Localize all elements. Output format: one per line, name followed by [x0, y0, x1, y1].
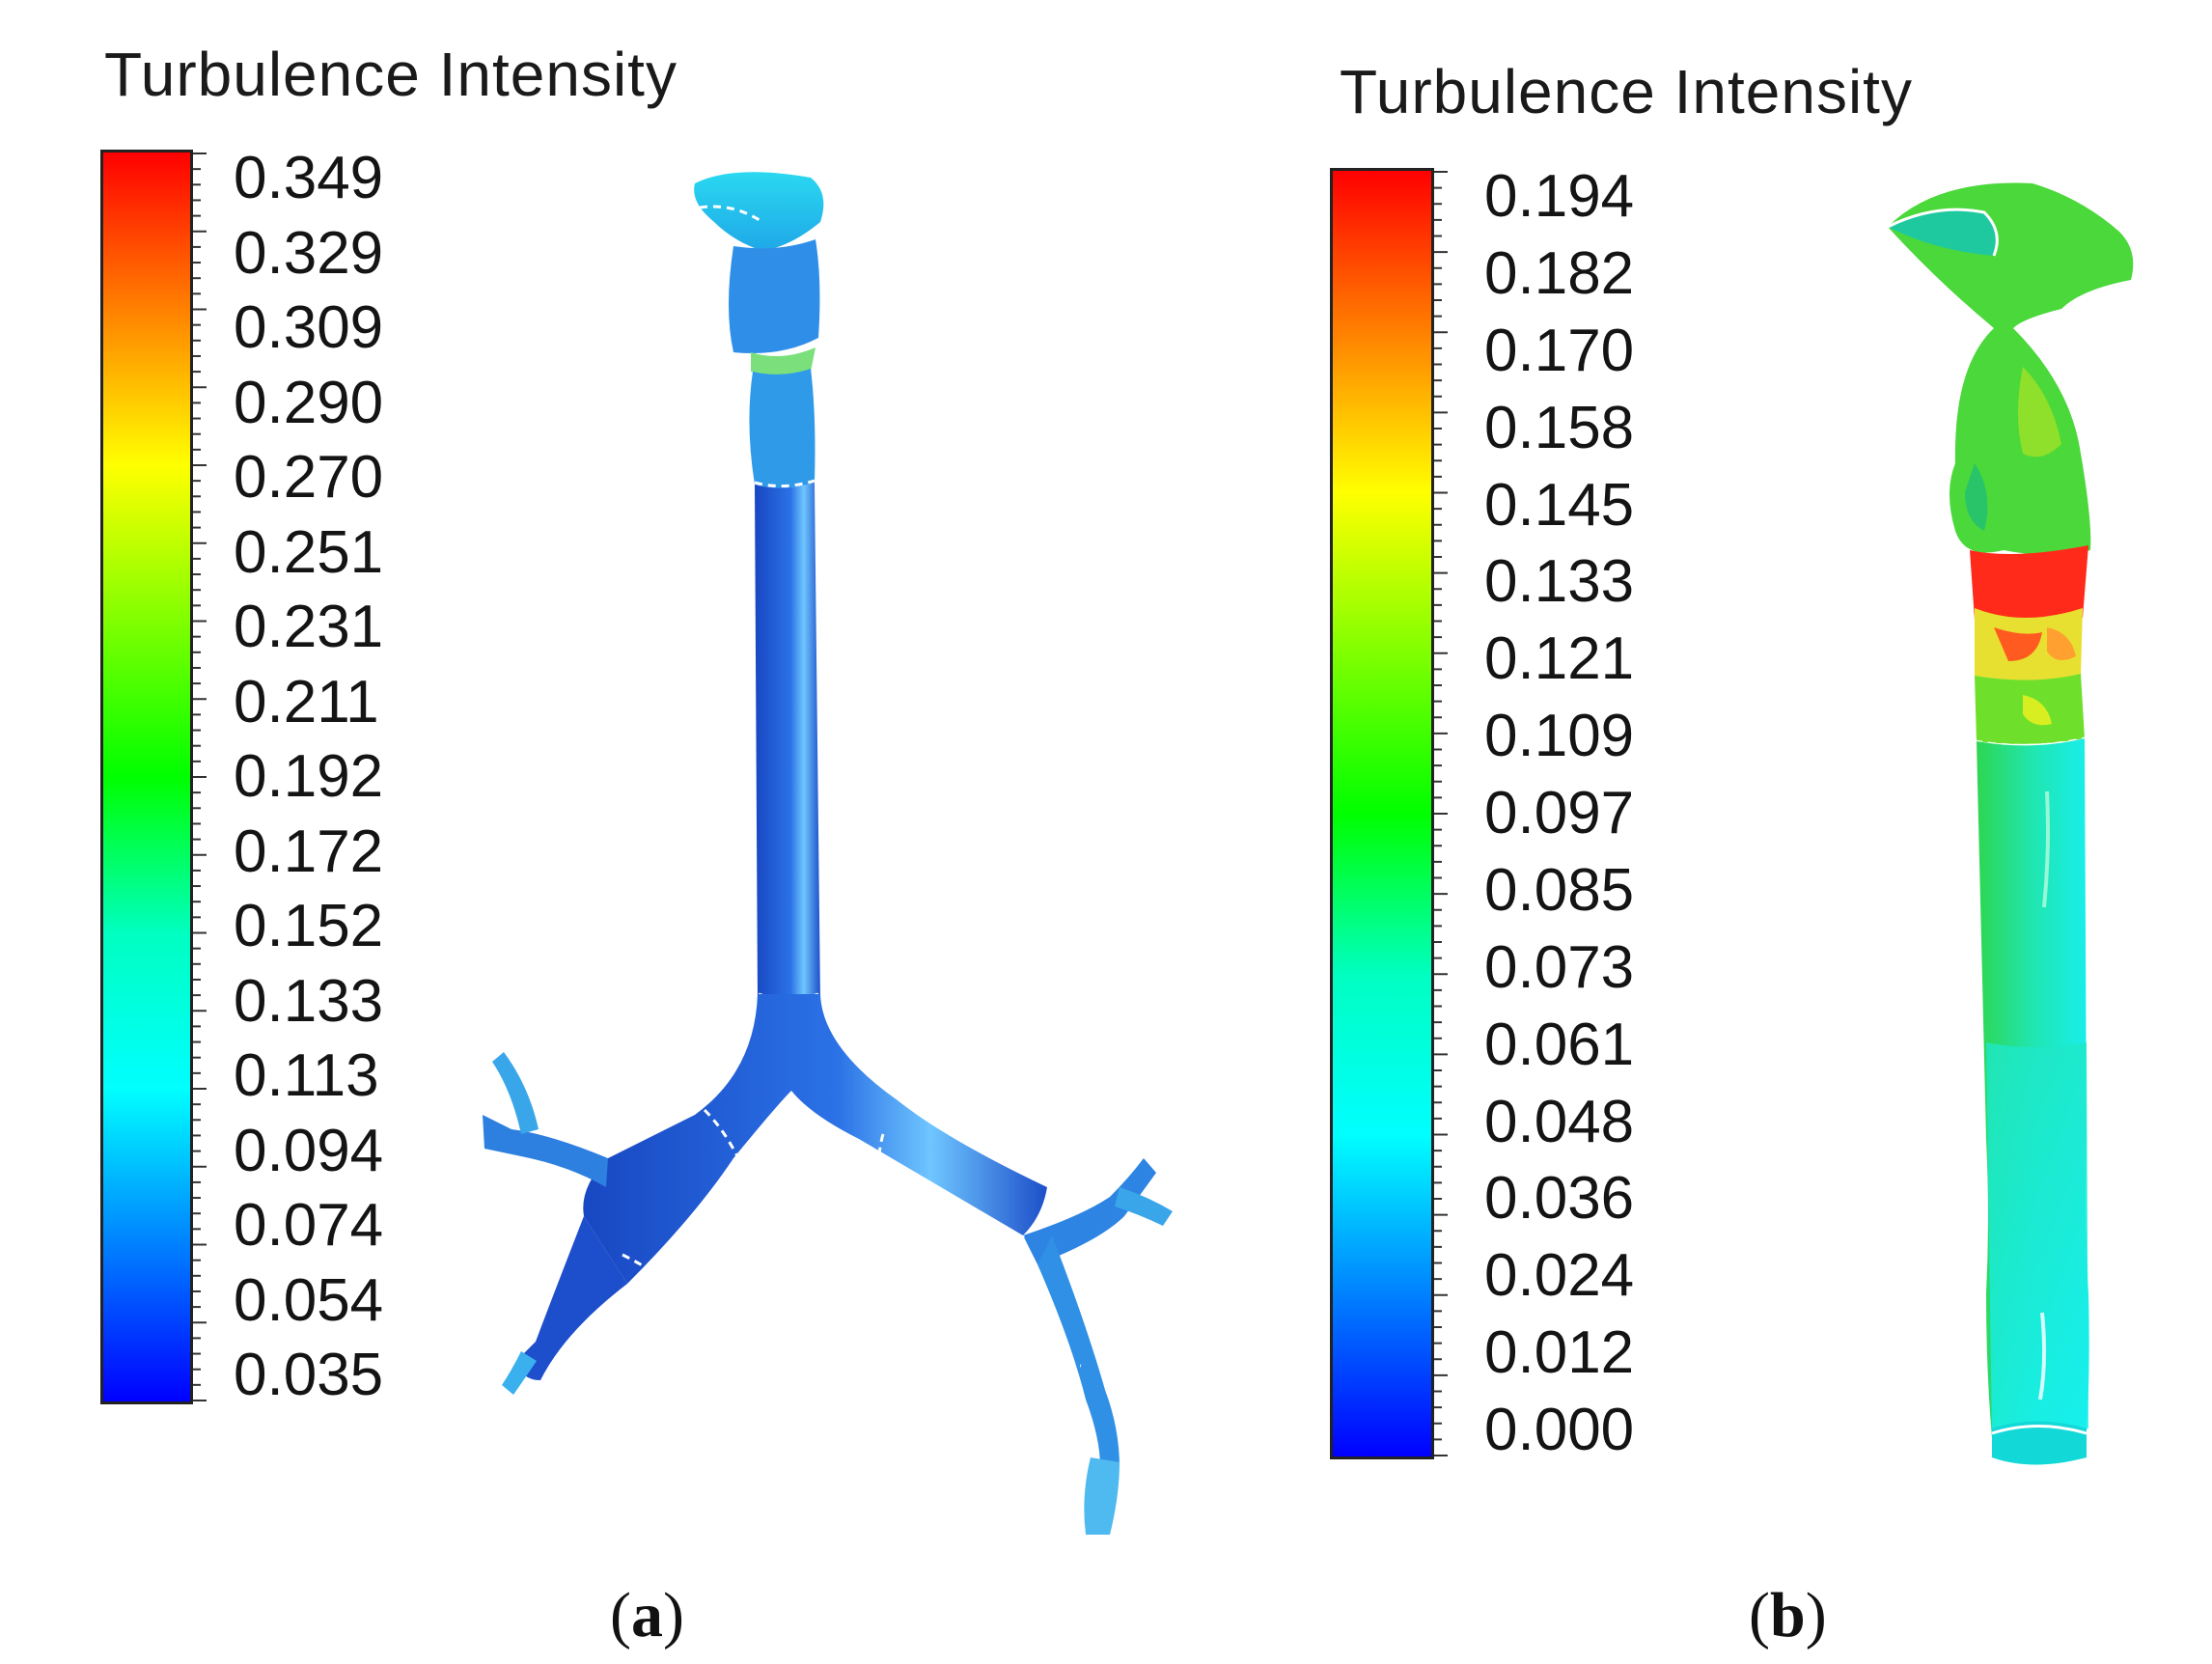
- airway-model-a: [483, 172, 1173, 1535]
- caption-open-a: (: [610, 1580, 631, 1650]
- colorbar-tick-label: 0.290: [234, 369, 384, 436]
- colorbar-tick-label: 0.309: [234, 294, 384, 361]
- oral-cavity-b: [1888, 182, 2134, 555]
- colorbar-tick-label: 0.158: [1484, 394, 1635, 461]
- colorbar-minor-ticks-b: [1434, 171, 1448, 1456]
- inlet-cap-a: [694, 172, 824, 251]
- colorbar-tick-label: 0.048: [1484, 1088, 1635, 1155]
- larynx-hotspot-b: [1970, 545, 2088, 624]
- caption-close-b: ): [1805, 1580, 1827, 1650]
- colorbar-tick-label: 0.073: [1484, 933, 1635, 1001]
- colorbar-tick-label: 0.035: [234, 1342, 384, 1408]
- colorbar-tick-label: 0.061: [1484, 1011, 1635, 1078]
- colorbar-tick-label: 0.133: [234, 967, 384, 1035]
- colorbar-tick-label: 0.172: [234, 818, 384, 885]
- colorbar-tick-label: 0.121: [1484, 625, 1635, 693]
- caption-letter-a: a: [630, 1580, 663, 1650]
- colorbar-minor-ticks-a: [193, 153, 207, 1401]
- colorbar-tick-label: 0.192: [234, 743, 384, 810]
- colorbar-tick-label: 0.231: [234, 594, 384, 660]
- colorbar-tick-label: 0.000: [1484, 1397, 1635, 1463]
- colorbar-tick-label: 0.097: [1484, 780, 1635, 846]
- colorbar-tick-label: 0.145: [1484, 471, 1635, 539]
- colorbar-tick-label: 0.133: [1484, 548, 1635, 616]
- colorbar-tick-label: 0.270: [234, 444, 384, 511]
- colorbar-tick-label: 0.094: [234, 1117, 384, 1184]
- colorbar-a: [100, 150, 207, 1404]
- colorbar-tick-label: 0.182: [1484, 239, 1635, 307]
- colorbar-tick-label: 0.085: [1484, 856, 1635, 924]
- colorbar-tick-labels-a: 0.349 0.329 0.309 0.290 0.270 0.251 0.231 0.211…: [234, 145, 446, 1408]
- colorbar-title-b: Turbulence Intensity: [1340, 57, 1913, 126]
- main-bronchi-a: [583, 994, 1047, 1284]
- caption-open-b: (: [1749, 1580, 1770, 1650]
- panel-b: Turbulence Intensity 0.194 0.182 0.170 0.15…: [1106, 0, 2212, 1664]
- colorbar-tick-label: 0.036: [1484, 1165, 1635, 1233]
- colorbar-b: [1330, 168, 1448, 1459]
- colorbar-tick-label: 0.012: [1484, 1319, 1635, 1387]
- subfigure-caption-a: (a): [610, 1579, 684, 1652]
- panel-a: Turbulence Intensity 0.349 0.329 0.309 0.29…: [100, 40, 1173, 1652]
- colorbar-tick-labels-b: 0.194 0.182 0.170 0.158 0.145 0.133 0.121 0.109…: [1484, 163, 1716, 1463]
- colorbar-tick-label: 0.170: [1484, 317, 1635, 384]
- colorbar-tick-label: 0.211: [234, 668, 379, 735]
- colorbar-tick-label: 0.054: [234, 1266, 384, 1334]
- colorbar-tick-label: 0.251: [234, 518, 384, 586]
- colorbar-tick-label: 0.113: [234, 1042, 379, 1109]
- colorbar-tick-label: 0.349: [234, 145, 384, 211]
- colorbar-tick-label: 0.109: [1484, 703, 1635, 770]
- colorbar-tick-label: 0.024: [1484, 1242, 1635, 1310]
- colorbar-title-a: Turbulence Intensity: [104, 40, 677, 109]
- caption-letter-b: b: [1769, 1580, 1806, 1650]
- colorbar-tick-label: 0.074: [234, 1192, 384, 1259]
- colorbar-tick-label: 0.329: [234, 219, 384, 287]
- colorbar-tick-label: 0.194: [1484, 163, 1635, 230]
- caption-close-a: ): [662, 1580, 684, 1650]
- subfigure-caption-b: (b): [1749, 1579, 1827, 1652]
- trachea-a: [755, 483, 820, 1009]
- airway-model-b: [1887, 182, 2134, 1465]
- colorbar-tick-label: 0.152: [234, 893, 384, 959]
